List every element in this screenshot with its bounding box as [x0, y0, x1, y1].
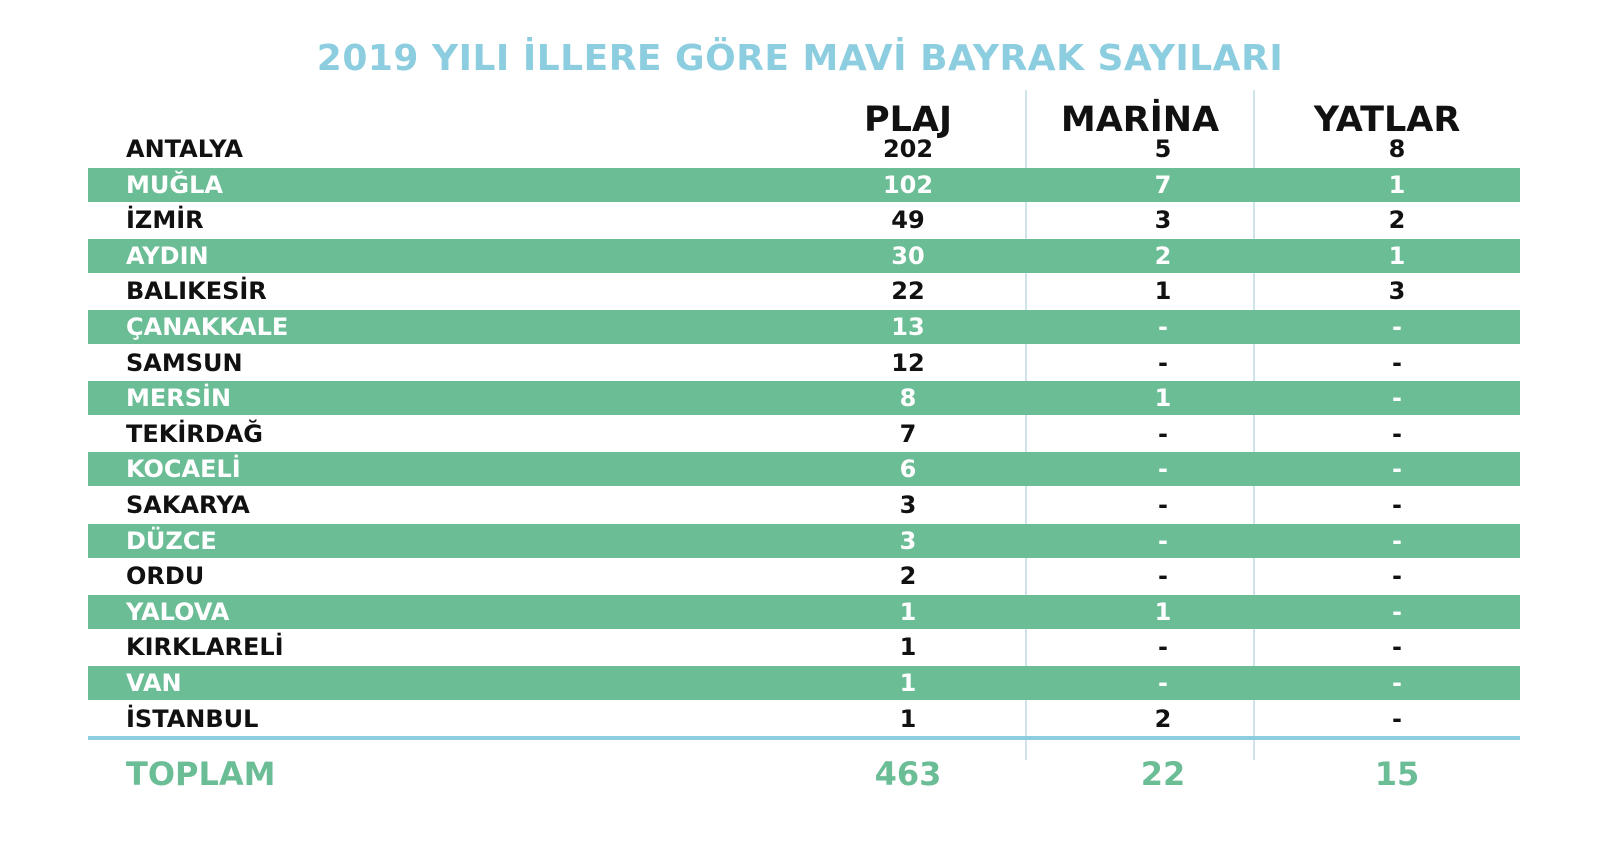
yatlar-cell: 8 [1388, 135, 1406, 163]
plaj-cell: 1 [899, 704, 917, 733]
yatlar-cell: 1 [1388, 241, 1406, 270]
province-cell: SAMSUN [126, 348, 243, 377]
table-title: 2019 YILI İLLERE GÖRE MAVİ BAYRAK SAYILA… [316, 38, 1284, 79]
marina-cell: - [1158, 491, 1168, 519]
table-row: KOCAELİ 6 - - [88, 452, 1520, 487]
table-row: TEKİRDAĞ 7 - - [88, 417, 1520, 451]
yatlar-cell: 2 [1388, 206, 1406, 235]
plaj-cell: 6 [899, 455, 917, 484]
marina-cell: 2 [1154, 704, 1172, 733]
province-cell: KOCAELİ [126, 455, 241, 484]
province-cell: ORDU [126, 562, 205, 591]
marina-cell: - [1158, 633, 1168, 662]
plaj-cell: 1 [899, 633, 917, 662]
table-row: MERSİN 8 1 - [88, 381, 1520, 416]
plaj-cell: 7 [899, 419, 917, 448]
plaj-cell: 8 [899, 384, 917, 413]
province-cell: AYDIN [126, 241, 209, 270]
yatlar-cell: - [1392, 597, 1402, 626]
yatlar-cell: - [1392, 455, 1402, 484]
marina-cell: 1 [1154, 277, 1172, 306]
marina-cell: - [1158, 562, 1168, 591]
header-marina: MARİNA [1060, 100, 1220, 140]
plaj-cell: 2 [899, 562, 917, 591]
plaj-cell: 3 [899, 491, 917, 519]
province-cell: TEKİRDAĞ [126, 419, 263, 448]
plaj-cell: 49 [891, 206, 925, 235]
header-yatlar: YATLAR [1313, 100, 1461, 140]
marina-cell: 2 [1154, 241, 1172, 270]
yatlar-cell: 1 [1388, 170, 1406, 199]
marina-cell: 3 [1154, 206, 1172, 235]
marina-cell: 1 [1154, 597, 1172, 626]
yatlar-cell: - [1392, 384, 1402, 413]
table-row: DÜZCE 3 - - [88, 523, 1520, 558]
table-row: İSTANBUL 1 2 - [88, 702, 1520, 736]
column-divider-yatlar [1253, 90, 1255, 760]
table-row: YALOVA 1 1 - [88, 594, 1520, 629]
table-row: ANTALYA 202 5 8 [88, 132, 1520, 166]
table-row: MUĞLA 102 7 1 [88, 167, 1520, 202]
marina-cell: - [1158, 526, 1168, 555]
yatlar-cell: - [1392, 633, 1402, 662]
table-row: ÇANAKKALE 13 - - [88, 310, 1520, 344]
province-cell: MERSİN [126, 384, 232, 413]
header-plaj: PLAJ [863, 100, 953, 140]
plaj-cell: 30 [891, 241, 925, 270]
plaj-cell: 202 [882, 135, 934, 163]
plaj-cell: 1 [899, 597, 917, 626]
total-marina: 22 [1140, 755, 1186, 793]
province-cell: İZMİR [126, 206, 204, 235]
yatlar-cell: - [1392, 419, 1402, 448]
table-row: SAMSUN 12 - - [88, 346, 1520, 380]
yatlar-cell: - [1392, 669, 1402, 697]
blue-flag-table: PLAJ MARİNA YATLAR ANTALYA 202 5 8 MUĞLA 102 7… [88, 86, 1520, 826]
table-row: BALIKESİR 22 1 3 [88, 274, 1520, 308]
table-row: SAKARYA 3 - - [88, 488, 1520, 522]
province-cell: DÜZCE [126, 526, 217, 555]
province-cell: ÇANAKKALE [126, 313, 289, 341]
marina-cell: - [1158, 419, 1168, 448]
total-plaj: 463 [874, 755, 942, 793]
plaj-cell: 22 [891, 277, 925, 306]
province-cell: SAKARYA [126, 491, 250, 519]
province-cell: BALIKESİR [126, 277, 267, 306]
marina-cell: 5 [1154, 135, 1172, 163]
plaj-cell: 13 [891, 313, 925, 341]
yatlar-cell: - [1392, 704, 1402, 733]
yatlar-cell: - [1392, 562, 1402, 591]
province-cell: YALOVA [126, 597, 230, 626]
marina-cell: 1 [1154, 384, 1172, 413]
marina-cell: - [1158, 455, 1168, 484]
plaj-cell: 3 [899, 526, 917, 555]
plaj-cell: 12 [891, 348, 925, 377]
total-rule [88, 736, 1520, 740]
total-yatlar: 15 [1374, 755, 1420, 793]
province-cell: VAN [126, 669, 182, 697]
column-divider-marina [1025, 90, 1027, 760]
table-row: AYDIN 30 2 1 [88, 238, 1520, 273]
yatlar-cell: - [1392, 348, 1402, 377]
table-row: KIRKLARELİ 1 - - [88, 630, 1520, 664]
province-cell: ANTALYA [126, 135, 243, 163]
yatlar-cell: 3 [1388, 277, 1406, 306]
marina-cell: - [1158, 348, 1168, 377]
marina-cell: - [1158, 669, 1168, 697]
yatlar-cell: - [1392, 491, 1402, 519]
marina-cell: - [1158, 313, 1168, 341]
plaj-cell: 1 [899, 669, 917, 697]
plaj-cell: 102 [882, 170, 934, 199]
province-cell: İSTANBUL [126, 704, 259, 733]
table-row: VAN 1 - - [88, 666, 1520, 700]
marina-cell: 7 [1154, 170, 1172, 199]
total-label: TOPLAM [126, 755, 276, 793]
table-row: İZMİR 49 3 2 [88, 203, 1520, 237]
table-row: ORDU 2 - - [88, 559, 1520, 593]
province-cell: KIRKLARELİ [126, 633, 284, 662]
yatlar-cell: - [1392, 526, 1402, 555]
yatlar-cell: - [1392, 313, 1402, 341]
province-cell: MUĞLA [126, 170, 223, 199]
total-row: TOPLAM 463 22 15 [88, 752, 1520, 796]
